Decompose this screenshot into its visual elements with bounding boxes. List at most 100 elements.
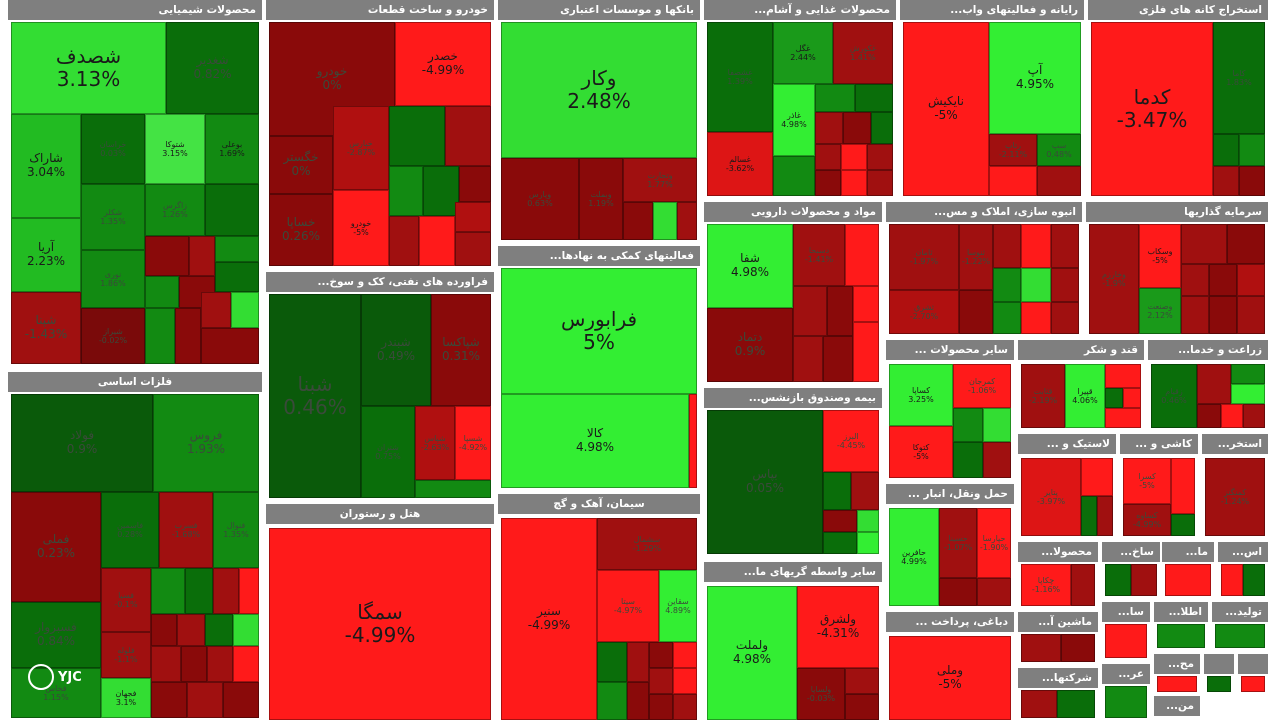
stock-tile[interactable]: وتجارت 1.77% (623, 158, 697, 202)
stock-tile[interactable] (233, 614, 259, 646)
stock-tile[interactable] (623, 202, 653, 240)
stock-tile[interactable] (653, 202, 677, 240)
stock-tile[interactable]: شکلر 1.35% (81, 184, 145, 250)
stock-tile[interactable]: سقاین 4.89% (659, 570, 697, 642)
stock-tile[interactable]: زقیام 0.46% (1151, 364, 1197, 428)
stock-tile[interactable]: سپ 0.48% (1037, 134, 1081, 166)
stock-tile[interactable]: شغدیر 0.82% (166, 22, 259, 114)
stock-tile[interactable] (649, 694, 673, 720)
stock-tile[interactable] (151, 568, 185, 614)
stock-tile[interactable] (823, 510, 857, 532)
stock-tile[interactable] (1231, 364, 1265, 384)
stock-tile[interactable]: غاذر 4.98% (773, 84, 815, 156)
stock-tile[interactable] (1061, 634, 1095, 662)
stock-tile[interactable] (1213, 166, 1239, 196)
stock-tile[interactable]: فسپا -0.1% (101, 568, 151, 632)
stock-tile[interactable] (201, 328, 259, 364)
stock-tile[interactable] (841, 144, 867, 170)
stock-tile[interactable]: غکورش 1.41% (833, 22, 893, 84)
stock-tile[interactable] (1051, 224, 1079, 268)
stock-tile[interactable] (793, 286, 827, 336)
stock-tile[interactable] (1081, 458, 1113, 496)
stock-tile[interactable] (815, 112, 843, 144)
stock-tile[interactable] (1021, 634, 1061, 662)
stock-tile[interactable] (1231, 384, 1265, 404)
stock-tile[interactable] (177, 614, 205, 646)
stock-tile[interactable] (189, 236, 215, 276)
stock-tile[interactable] (673, 668, 697, 694)
stock-tile[interactable] (815, 170, 841, 196)
stock-tile[interactable] (1227, 224, 1265, 264)
stock-tile[interactable] (1071, 564, 1095, 606)
stock-tile[interactable] (993, 302, 1021, 334)
stock-tile[interactable] (1097, 496, 1113, 536)
stock-tile[interactable]: خودرو 0% (269, 22, 395, 136)
stock-tile[interactable]: شیراز -0.02% (81, 308, 145, 364)
stock-tile[interactable]: فملی 0.23% (11, 492, 101, 602)
stock-tile[interactable]: کمنگنز -1.24% (1205, 458, 1265, 536)
stock-tile[interactable]: قثابت -2.19% (1021, 364, 1065, 428)
stock-tile[interactable] (151, 682, 187, 718)
stock-tile[interactable] (857, 532, 879, 554)
stock-tile[interactable]: فسبزوار 0.84% (11, 602, 101, 668)
stock-tile[interactable]: ولملت 4.98% (707, 586, 797, 720)
stock-tile[interactable]: خصدر -4.99% (395, 22, 491, 106)
stock-tile[interactable] (1165, 564, 1211, 596)
stock-tile[interactable] (983, 442, 1011, 478)
stock-tile[interactable] (939, 578, 977, 606)
stock-tile[interactable] (843, 112, 871, 144)
stock-tile[interactable] (151, 614, 177, 646)
stock-tile[interactable]: شپاکسا 0.31% (431, 294, 491, 406)
stock-tile[interactable] (673, 642, 697, 668)
stock-tile[interactable]: سیتا -4.97% (597, 570, 659, 642)
stock-tile[interactable] (1171, 458, 1195, 514)
stock-tile[interactable]: شبندر 0.49% (361, 294, 431, 406)
stock-tile[interactable]: خساپا 0.26% (269, 194, 333, 266)
stock-tile[interactable] (1157, 676, 1197, 692)
stock-tile[interactable] (1241, 676, 1265, 692)
stock-tile[interactable] (673, 694, 697, 720)
stock-tile[interactable] (1021, 690, 1057, 718)
stock-tile[interactable]: چکاپا -1.16% (1021, 564, 1071, 606)
stock-tile[interactable] (1105, 364, 1141, 388)
stock-tile[interactable] (1057, 690, 1095, 718)
stock-tile[interactable] (845, 668, 879, 694)
stock-tile[interactable]: قپیرا 4.06% (1065, 364, 1105, 428)
stock-tile[interactable] (597, 642, 627, 682)
stock-tile[interactable] (389, 216, 419, 266)
stock-tile[interactable]: آپ 4.95% (989, 22, 1081, 134)
stock-tile[interactable] (597, 682, 627, 720)
stock-tile[interactable] (1197, 404, 1221, 428)
stock-tile[interactable] (649, 642, 673, 668)
stock-tile[interactable]: فلوله -1.1% (101, 632, 151, 678)
stock-tile[interactable] (1105, 564, 1131, 596)
stock-tile[interactable] (223, 682, 259, 718)
stock-tile[interactable]: سنیر -4.99% (501, 518, 597, 720)
stock-tile[interactable]: آریا 2.23% (11, 218, 81, 292)
stock-tile[interactable] (851, 472, 879, 510)
stock-tile[interactable] (677, 202, 697, 240)
stock-tile[interactable]: خپارس -2.87% (333, 106, 389, 190)
stock-tile[interactable] (455, 232, 491, 266)
stock-tile[interactable] (823, 472, 851, 510)
stock-tile[interactable] (1105, 624, 1147, 658)
stock-tile[interactable] (989, 166, 1037, 196)
stock-tile[interactable]: ولساپا -0.03% (797, 668, 845, 720)
stock-tile[interactable] (855, 84, 893, 112)
stock-tile[interactable] (953, 442, 983, 478)
stock-tile[interactable] (1181, 264, 1209, 296)
stock-tile[interactable] (1221, 404, 1243, 428)
stock-tile[interactable] (1213, 134, 1239, 166)
stock-tile[interactable]: سمگا -4.99% (269, 528, 491, 720)
stock-tile[interactable] (205, 614, 233, 646)
stock-tile[interactable] (205, 184, 259, 236)
stock-tile[interactable]: شپاس -2.63% (415, 406, 455, 480)
stock-tile[interactable]: وبملت 1.19% (579, 158, 623, 240)
stock-tile[interactable]: حافرین 4.99% (889, 508, 939, 606)
stock-tile[interactable] (201, 292, 231, 328)
stock-tile[interactable] (841, 170, 867, 196)
stock-tile[interactable] (207, 646, 233, 682)
stock-tile[interactable] (871, 112, 893, 144)
stock-tile[interactable] (181, 646, 207, 682)
stock-tile[interactable] (627, 642, 649, 682)
